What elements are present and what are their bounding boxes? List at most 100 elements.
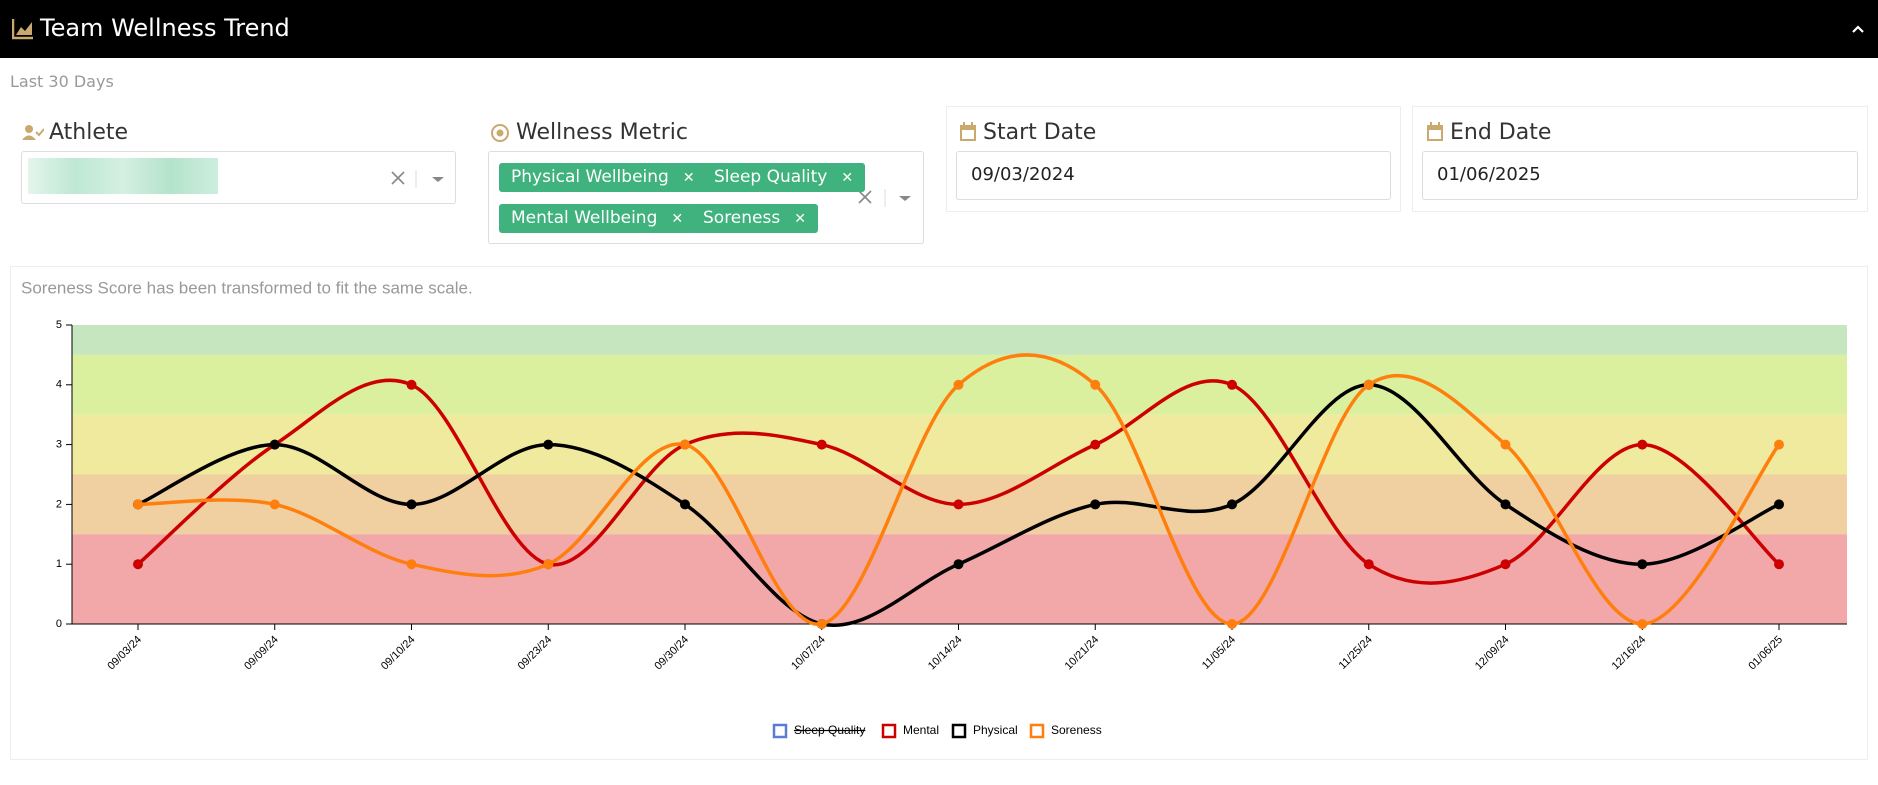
y-tick-label: 0 [56, 618, 62, 630]
x-tick-label: 09/30/24 [652, 634, 691, 673]
legend-swatch [772, 723, 788, 739]
data-point [406, 559, 417, 570]
x-tick-label: 09/10/24 [379, 634, 418, 673]
legend-label: Physical [973, 723, 1018, 737]
start-date-panel [946, 106, 1401, 212]
chip-text: Physical Wellbeing [511, 167, 669, 187]
metric-icon [491, 124, 509, 142]
legend-label: Soreness [1051, 723, 1102, 737]
data-point [1637, 559, 1648, 570]
data-point [953, 499, 964, 510]
data-point [1500, 499, 1511, 510]
x-tick-label: 10/07/24 [789, 634, 828, 673]
subtitle: Last 30 Days [10, 72, 114, 91]
data-point [133, 499, 143, 510]
data-point [543, 439, 554, 450]
data-point [680, 499, 690, 510]
y-tick-label: 4 [56, 379, 62, 391]
calendar-icon [1427, 122, 1443, 141]
data-point [1500, 439, 1511, 450]
metric-chip[interactable]: Soreness ✕ [691, 204, 818, 233]
chip-text: Soreness [703, 208, 781, 228]
data-point [1090, 499, 1101, 510]
data-point [543, 559, 554, 570]
x-tick-label: 09/09/24 [242, 634, 281, 673]
end-date-input[interactable]: 01/06/2025 [1422, 151, 1858, 200]
y-tick-label: 5 [56, 319, 62, 331]
chip-text: Mental Wellbeing [511, 208, 658, 228]
x-tick-label: 11/25/24 [1337, 634, 1375, 672]
data-point [953, 379, 964, 390]
end-date-panel [1412, 106, 1868, 212]
start-date-label: Start Date [983, 120, 1097, 145]
data-point [1227, 619, 1237, 629]
data-point [1090, 379, 1101, 390]
score-band [72, 325, 1847, 355]
data-point [269, 499, 280, 510]
chip-remove[interactable]: ✕ [671, 211, 684, 227]
x-tick-label: 12/16/24 [1610, 634, 1649, 673]
data-point [1363, 379, 1374, 390]
chip-remove[interactable]: ✕ [794, 211, 806, 227]
metric-chip[interactable]: Sleep Quality ✕ [702, 163, 866, 192]
data-point [406, 379, 417, 390]
data-point [1363, 559, 1374, 570]
score-band [72, 414, 1847, 475]
data-point [1774, 559, 1784, 570]
athlete-select[interactable] [21, 151, 456, 204]
metric-select[interactable]: Physical Wellbeing ✕ Sleep Quality ✕ Mental … [488, 151, 924, 244]
legend-swatch [951, 723, 967, 739]
legend-label: Sleep Quality [794, 723, 865, 737]
header-bar: Team Wellness Trend [0, 0, 1878, 58]
metric-label: Wellness Metric [516, 120, 689, 145]
chip-text: Sleep Quality [714, 167, 828, 187]
y-tick-label: 1 [56, 558, 62, 570]
data-point [816, 439, 827, 450]
y-tick-label: 2 [56, 498, 62, 510]
x-tick-label: 10/14/24 [926, 634, 965, 673]
legend-swatch [1029, 723, 1045, 739]
data-point [133, 559, 143, 570]
collapse-button[interactable] [1850, 22, 1866, 36]
data-point [406, 499, 417, 510]
data-point [1774, 499, 1784, 510]
chip-remove[interactable]: ✕ [682, 170, 695, 186]
data-point [1637, 619, 1648, 629]
metric-chip[interactable]: Physical Wellbeing ✕ [499, 163, 707, 192]
chart-panel [10, 266, 1868, 760]
y-tick-label: 3 [56, 439, 62, 451]
data-point [1090, 439, 1101, 450]
x-tick-label: 01/06/25 [1746, 634, 1785, 673]
chart-note: Soreness Score has been transformed to f… [21, 278, 473, 297]
data-point [1227, 379, 1237, 390]
chip-remove[interactable]: ✕ [841, 170, 854, 186]
athlete-label: Athlete [49, 120, 129, 145]
data-point [953, 559, 964, 570]
data-point [816, 619, 827, 629]
athlete-icon [22, 125, 44, 140]
select-controls[interactable] [390, 170, 450, 188]
data-point [680, 439, 690, 450]
data-point [269, 439, 280, 450]
series-line [137, 353, 1781, 626]
athlete-value-blurred [28, 158, 218, 194]
legend-label: Mental [903, 723, 939, 737]
x-tick-label: 09/03/24 [105, 634, 144, 673]
chart-icon [12, 19, 33, 40]
legend-swatch [881, 723, 897, 739]
page-title: Team Wellness Trend [40, 14, 290, 42]
data-point [1637, 439, 1648, 450]
x-tick-label: 10/21/24 [1063, 634, 1102, 673]
x-tick-label: 12/09/24 [1473, 634, 1512, 673]
data-point [1227, 499, 1237, 510]
x-tick-label: 09/23/24 [516, 634, 555, 673]
x-tick-label: 11/05/24 [1200, 634, 1238, 672]
data-point [1500, 559, 1511, 570]
start-date-input[interactable]: 09/03/2024 [956, 151, 1391, 200]
metric-chip[interactable]: Mental Wellbeing ✕ [499, 204, 696, 233]
calendar-icon [960, 122, 976, 141]
end-date-label: End Date [1450, 120, 1552, 145]
select-controls[interactable] [857, 189, 917, 207]
